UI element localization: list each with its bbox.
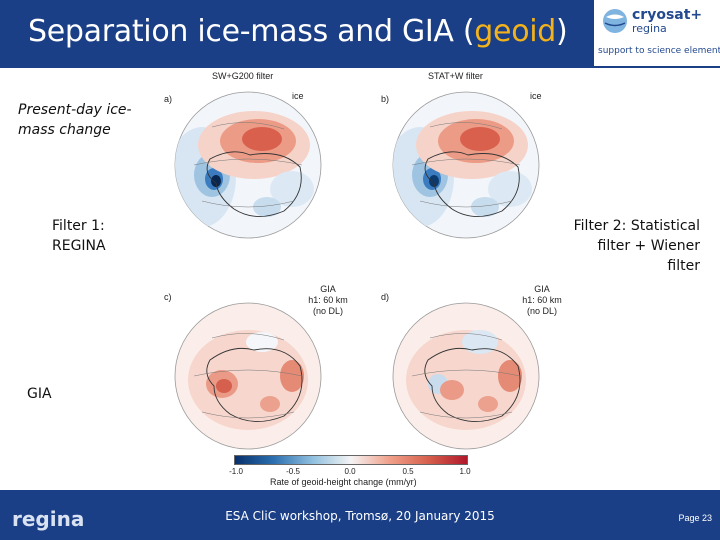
logo: cryosat+ regina support to science eleme… [594,0,720,66]
footer-brand: regina [12,507,85,531]
map-ice-stat-wiener [392,91,540,239]
header-rule [0,66,720,68]
panel-b-tag: ice [530,91,542,101]
colorbar-tick: 0.0 [344,467,356,476]
panel-a-title: SW+G200 filter [212,71,274,81]
panel-a-letter: a) [164,94,173,104]
footer-event: ESA CliC workshop, Tromsø, 20 January 20… [225,509,495,523]
slide-title: Separation ice-mass and GIA (geoid) [28,14,568,49]
label-present-day: Present-day ice-mass change [18,102,132,138]
colorbar [234,455,468,465]
map-gia-stat-wiener [392,302,540,450]
panel-a-tag: ice [292,91,304,101]
header-bar: Separation ice-mass and GIA (geoid) [0,0,594,66]
logo-subname: regina [632,22,667,35]
panel-c-note: GIA h1: 60 km (no DL) [308,284,348,316]
label-gia: GIA [27,386,52,402]
logo-name: cryosat+ [632,7,703,23]
colorbar-tick: -0.5 [286,467,300,476]
globe-icon [603,9,627,33]
map-gia-regina [174,302,322,450]
panel-c-letter: c) [164,292,172,302]
panel-b-letter: b) [381,94,390,104]
colorbar-tick: -1.0 [229,467,243,476]
colorbar-tick: 1.0 [459,467,471,476]
colorbar-tick: 0.5 [402,467,414,476]
logo-tagline: support to science element [598,46,720,56]
colorbar-label: Rate of geoid-height change (mm/yr) [270,477,417,487]
panel-d-letter: d) [381,292,390,302]
panel-d-note: GIA h1: 60 km (no DL) [522,284,562,316]
label-filter1: Filter 1: REGINA [52,218,106,254]
map-ice-regina [174,91,322,239]
panel-b-title: STAT+W filter [428,71,483,81]
footer-bar: regina ESA CliC workshop, Tromsø, 20 Jan… [0,490,720,540]
label-filter2: Filter 2: Statistical filter + Wiener fi… [573,218,700,274]
title-highlight: geoid [474,14,557,49]
page-number: Page 23 [678,513,712,523]
